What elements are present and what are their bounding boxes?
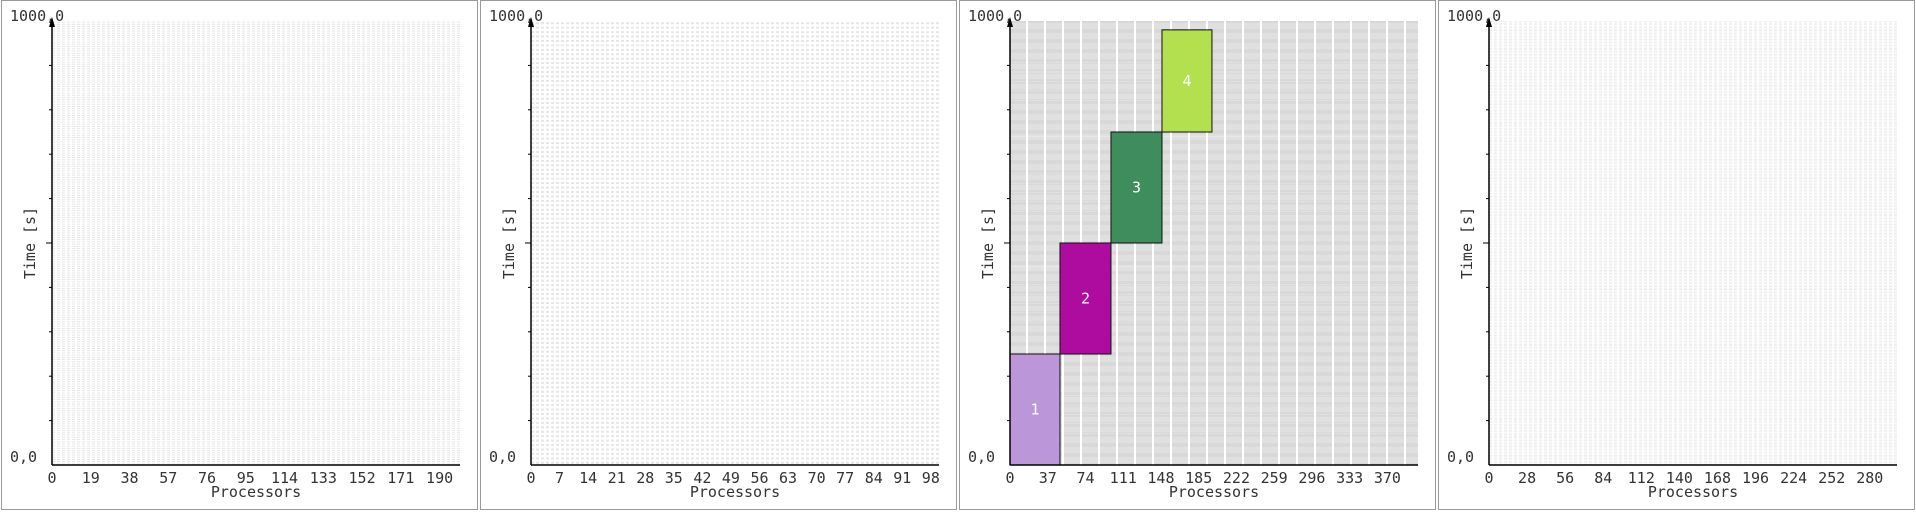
x-tick-label: 49 [722,469,740,487]
x-tick-label: 196 [1742,469,1769,487]
x-tick-label: 84 [1594,469,1612,487]
processor-row-lines [531,22,939,464]
x-tick-label: 171 [387,469,414,487]
x-tick-label: 14 [579,469,597,487]
x-tick-label: 280 [1856,469,1883,487]
x-tick-label: 0 [526,469,535,487]
x-tick-label: 63 [779,469,797,487]
gantt-chart-1: 1000,0 0,0 Time [s] 0 19 38 57 76 95 114 133 152 171… [10,7,460,501]
y-axis-arrow [528,17,534,27]
y-min-label: 0,0 [489,448,516,466]
x-axis-title: Processors [211,483,301,501]
x-tick-label: 190 [426,469,453,487]
x-tick-label: 21 [608,469,626,487]
y-axis-arrow [49,17,55,27]
x-tick-label: 370 [1374,469,1401,487]
x-axis-title: Processors [1648,483,1738,501]
y-axis-title: Time [s] [500,207,518,279]
x-tick-label: 133 [310,469,337,487]
x-tick-label: 0 [1484,469,1493,487]
y-max-label: 1000,0 [489,7,543,25]
y-min-label: 0,0 [968,448,995,466]
y-min-label: 0,0 [10,448,37,466]
y-axis-title: Time [s] [979,207,997,279]
job-block-2 [1059,242,1112,355]
gantt-chart-3: 1 2 3 4 1000,0 0,0 Time [s] 0 37 74 111 148 185 222 25… [968,7,1418,501]
x-tick-label: 259 [1261,469,1288,487]
x-tick-label: 56 [750,469,768,487]
processor-row-lines [1489,21,1897,465]
x-tick-label: 74 [1076,469,1094,487]
x-tick-label: 76 [198,469,216,487]
x-tick-label: 28 [636,469,654,487]
x-tick-label: 37 [1039,469,1057,487]
x-tick-label: 7 [555,469,564,487]
job-label-4: 4 [1182,72,1191,90]
x-tick-label: 111 [1110,469,1137,487]
y-max-label: 1000,0 [10,7,64,25]
x-tick-label: 19 [82,469,100,487]
chart-panel-1: 1000,0 0,0 Time [s] 0 19 38 57 76 95 114 133 152 171… [1,0,478,510]
processor-row-lines [52,21,460,465]
x-tick-label: 38 [120,469,138,487]
processor-row-lines [1010,21,1418,465]
gantt-chart-2: 1000,0 0,0 Time [s] 0 7 14 21 28 35 42 49 56 63 70 77 8… [489,7,940,501]
x-tick-label: 56 [1556,469,1574,487]
y-axis-title: Time [s] [21,207,39,279]
x-tick-label: 91 [893,469,911,487]
x-tick-label: 0 [47,469,56,487]
x-tick-label: 185 [1185,469,1212,487]
x-tick-label: 57 [159,469,177,487]
job-label-3: 3 [1132,179,1141,197]
x-tick-label: 252 [1818,469,1845,487]
x-axis-title: Processors [1169,483,1259,501]
x-tick-label: 42 [693,469,711,487]
x-tick-label: 114 [271,469,298,487]
x-tick-label: 152 [349,469,376,487]
gantt-chart-4: 1000,0 0,0 Time [s] 0 28 56 84 112 140 168 196 224 2… [1447,7,1897,501]
y-axis-title: Time [s] [1458,207,1476,279]
chart-panel-2: 1000,0 0,0 Time [s] 0 7 14 21 28 35 42 49 56 63 70 77 8… [480,0,957,510]
x-tick-label: 70 [808,469,826,487]
y-axis-arrow [1486,17,1492,27]
x-tick-label: 333 [1336,469,1363,487]
chart-panel-4: 1000,0 0,0 Time [s] 0 28 56 84 112 140 168 196 224 2… [1438,0,1915,510]
x-tick-label: 224 [1780,469,1807,487]
x-tick-label: 28 [1518,469,1536,487]
x-tick-label: 168 [1704,469,1731,487]
x-tick-label: 84 [865,469,883,487]
x-tick-label: 0 [1005,469,1014,487]
x-tick-label: 148 [1147,469,1174,487]
x-axis-title: Processors [690,483,780,501]
y-max-label: 1000,0 [968,7,1022,25]
y-max-label: 1000,0 [1447,7,1501,25]
job-block-3 [1110,131,1163,244]
x-tick-label: 296 [1298,469,1325,487]
chart-panel-3: 1 2 3 4 1000,0 0,0 Time [s] 0 37 74 111 148 185 222 25… [959,0,1436,510]
x-tick-label: 95 [237,469,255,487]
y-axis-arrow [1007,17,1013,27]
x-tick-label: 35 [665,469,683,487]
job-block-4 [1161,29,1213,133]
x-tick-label: 98 [922,469,940,487]
job-block-1 [1009,353,1061,466]
x-tick-label: 222 [1223,469,1250,487]
x-tick-label: 112 [1628,469,1655,487]
y-min-label: 0,0 [1447,448,1474,466]
x-tick-label: 77 [836,469,854,487]
x-tick-label: 140 [1666,469,1693,487]
job-label-1: 1 [1030,401,1039,419]
job-label-2: 2 [1081,290,1090,308]
